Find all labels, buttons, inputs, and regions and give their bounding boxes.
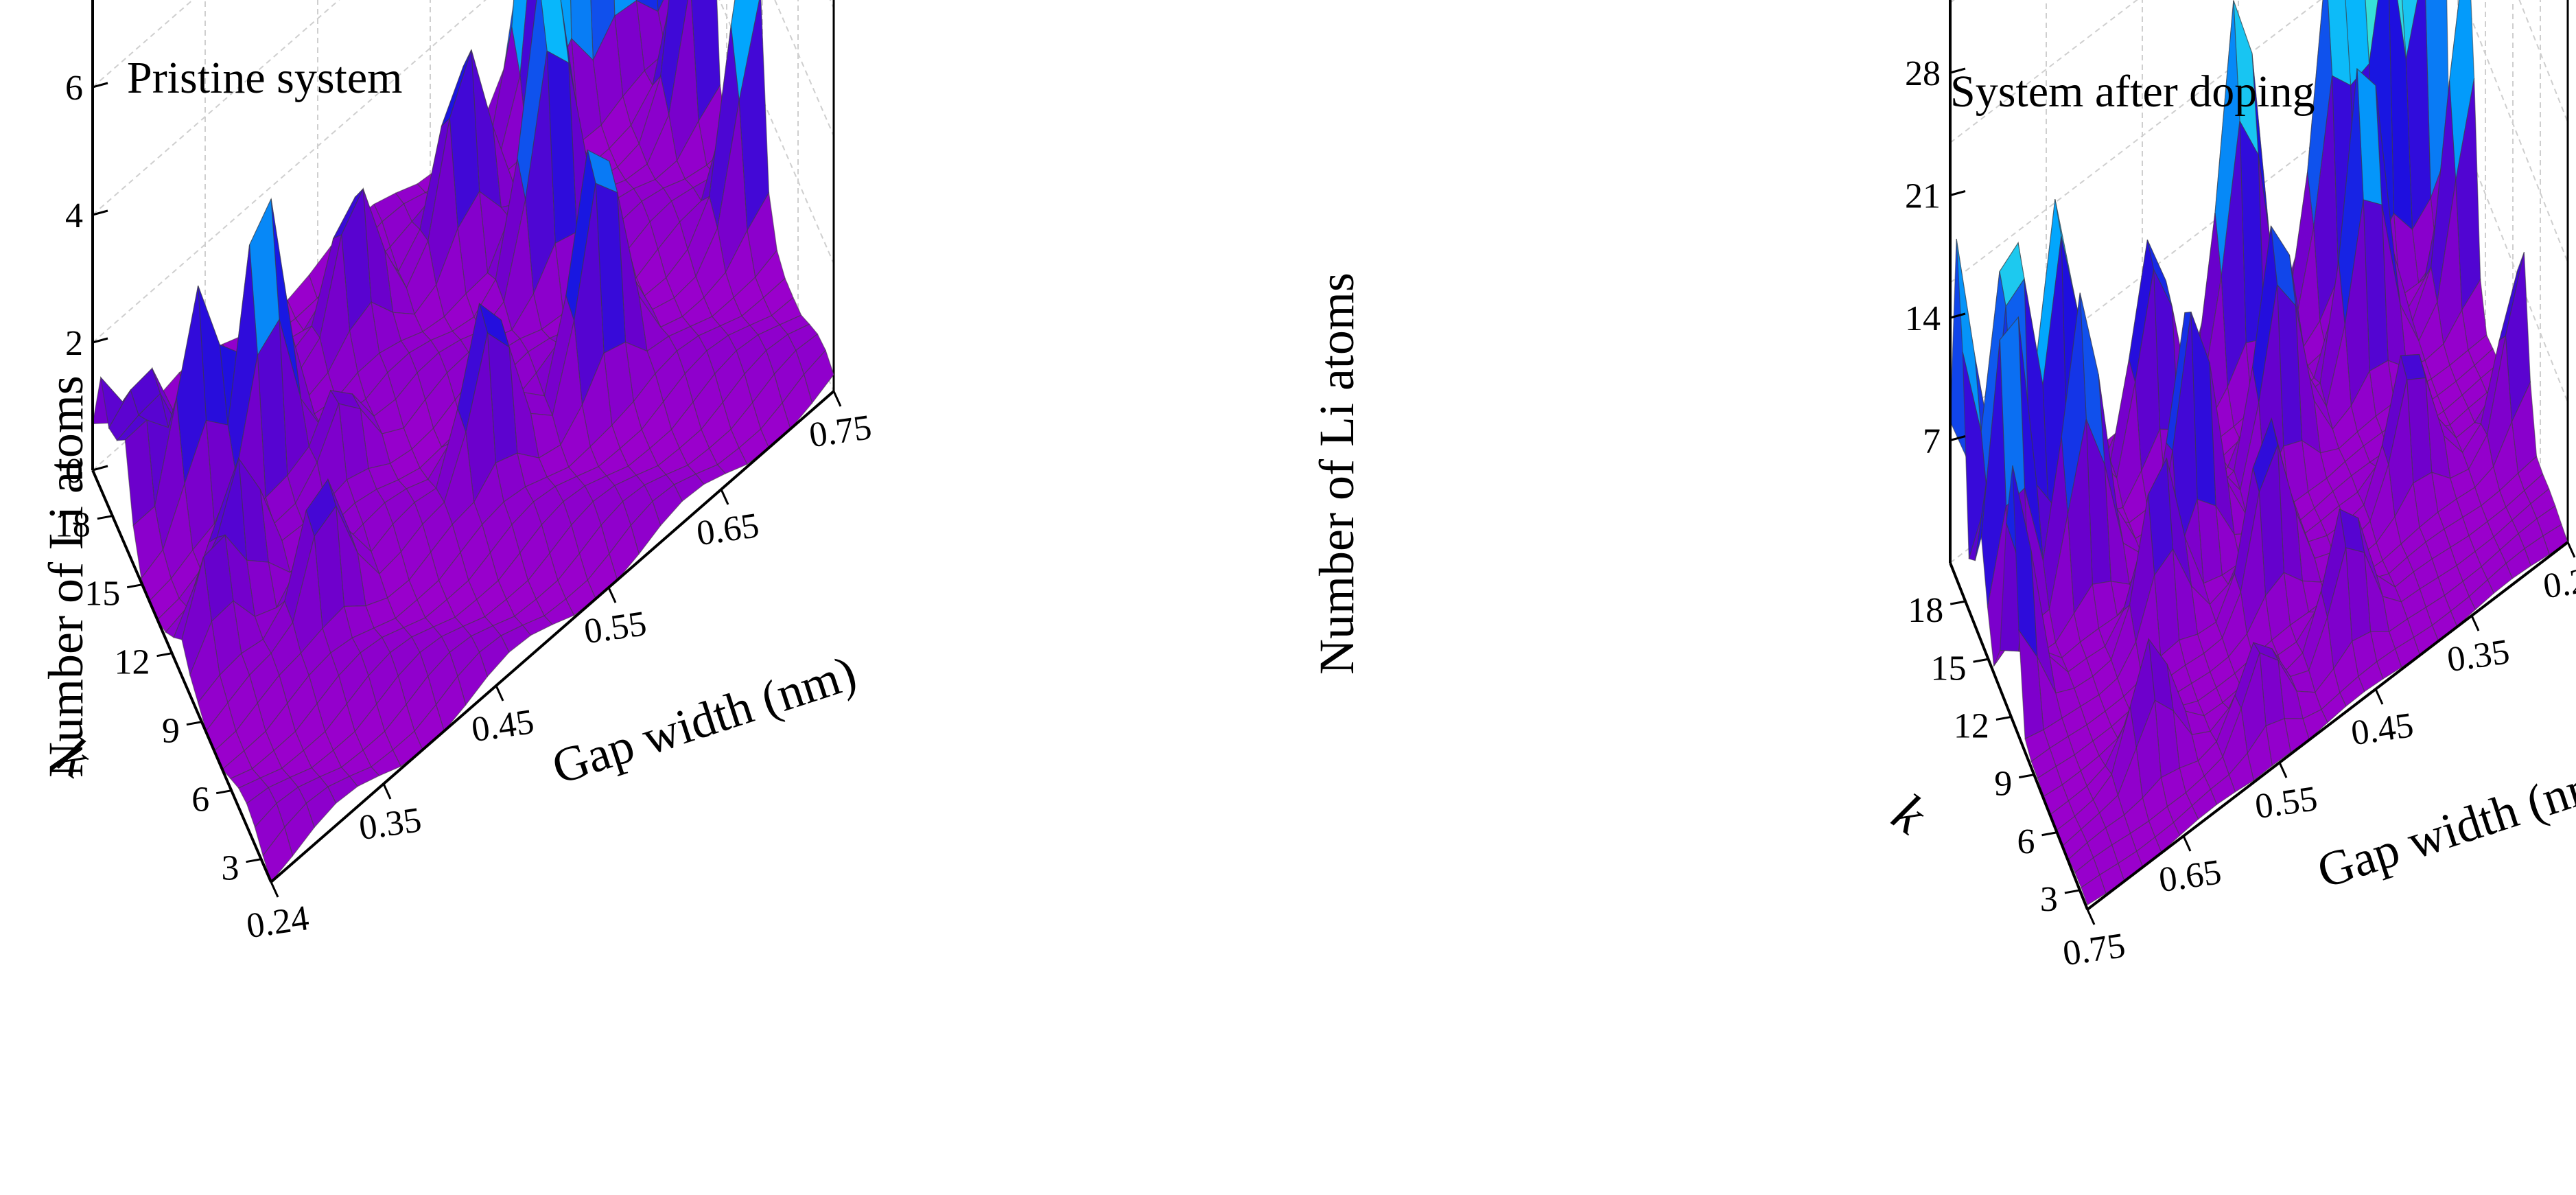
k-tick-label: 9	[1994, 765, 2012, 804]
x-tick-label: 0.24	[244, 898, 312, 946]
x-axis-title: Gap width (nm)	[2311, 749, 2576, 898]
k-tick-label: 18	[55, 506, 91, 545]
x-tick-label: 0.55	[2253, 779, 2320, 826]
x-tick-label: 0.35	[357, 800, 424, 848]
z-axis-title: Number of Li atoms	[38, 375, 93, 778]
k-tick-label: 9	[162, 712, 180, 751]
x-tick-label: 0.65	[694, 506, 762, 553]
x-tick-label: 0.24	[2541, 559, 2576, 606]
k-tick-label: 3	[2040, 880, 2058, 919]
z-tick-label: 0	[65, 452, 83, 491]
z-tick-label: 4	[65, 196, 83, 235]
k-tick-label: 3	[222, 849, 239, 888]
z-tick-label: 7	[1923, 422, 1941, 461]
x-tick-label: 0.75	[2061, 926, 2128, 973]
x-tick-label: 0.65	[2157, 852, 2224, 900]
chart-pristine-system: 02468100.240.350.450.550.650.75369121518…	[38, 0, 874, 946]
k-axis-title: k	[1882, 782, 1937, 846]
k-tick-label: 12	[1954, 706, 1989, 745]
panel-title: Pristine system	[127, 53, 403, 103]
surface	[1949, 0, 2568, 906]
x-tick-label: 0.75	[807, 408, 874, 455]
k-tick-label: 6	[2017, 822, 2035, 861]
surface-plot-after-doping: 7142128350.750.650.550.450.350.243691215…	[1309, 0, 2576, 973]
surface-plot-pristine: 02468100.240.350.450.550.650.75369121518…	[38, 0, 874, 946]
k-tick-label: 12	[115, 643, 150, 682]
k-tick-label: 6	[191, 780, 209, 820]
k-tick-label: 15	[84, 575, 120, 614]
z-tick-label: 6	[65, 69, 83, 108]
z-tick-label: 2	[65, 324, 83, 363]
x-tick-label: 0.55	[582, 604, 649, 651]
z-tick-label: 14	[1905, 299, 1941, 338]
x-axis-title: Gap width (nm)	[546, 645, 863, 795]
k-tick-label: 15	[1931, 649, 1967, 688]
z-axis-title: Number of Li atoms	[1309, 272, 1364, 675]
chart-system-after-doping: 7142128350.750.650.550.450.350.243691215…	[1288, 0, 2576, 1195]
z-tick-label: 21	[1905, 177, 1941, 216]
z-tick-label: 28	[1905, 54, 1941, 93]
x-tick-label: 0.45	[469, 702, 537, 750]
k-tick-label: 18	[1908, 591, 1943, 630]
x-tick-label: 0.35	[2445, 632, 2512, 680]
panel-title: System after doping	[1950, 67, 2315, 117]
surface	[92, 0, 834, 883]
x-tick-label: 0.45	[2349, 706, 2416, 753]
